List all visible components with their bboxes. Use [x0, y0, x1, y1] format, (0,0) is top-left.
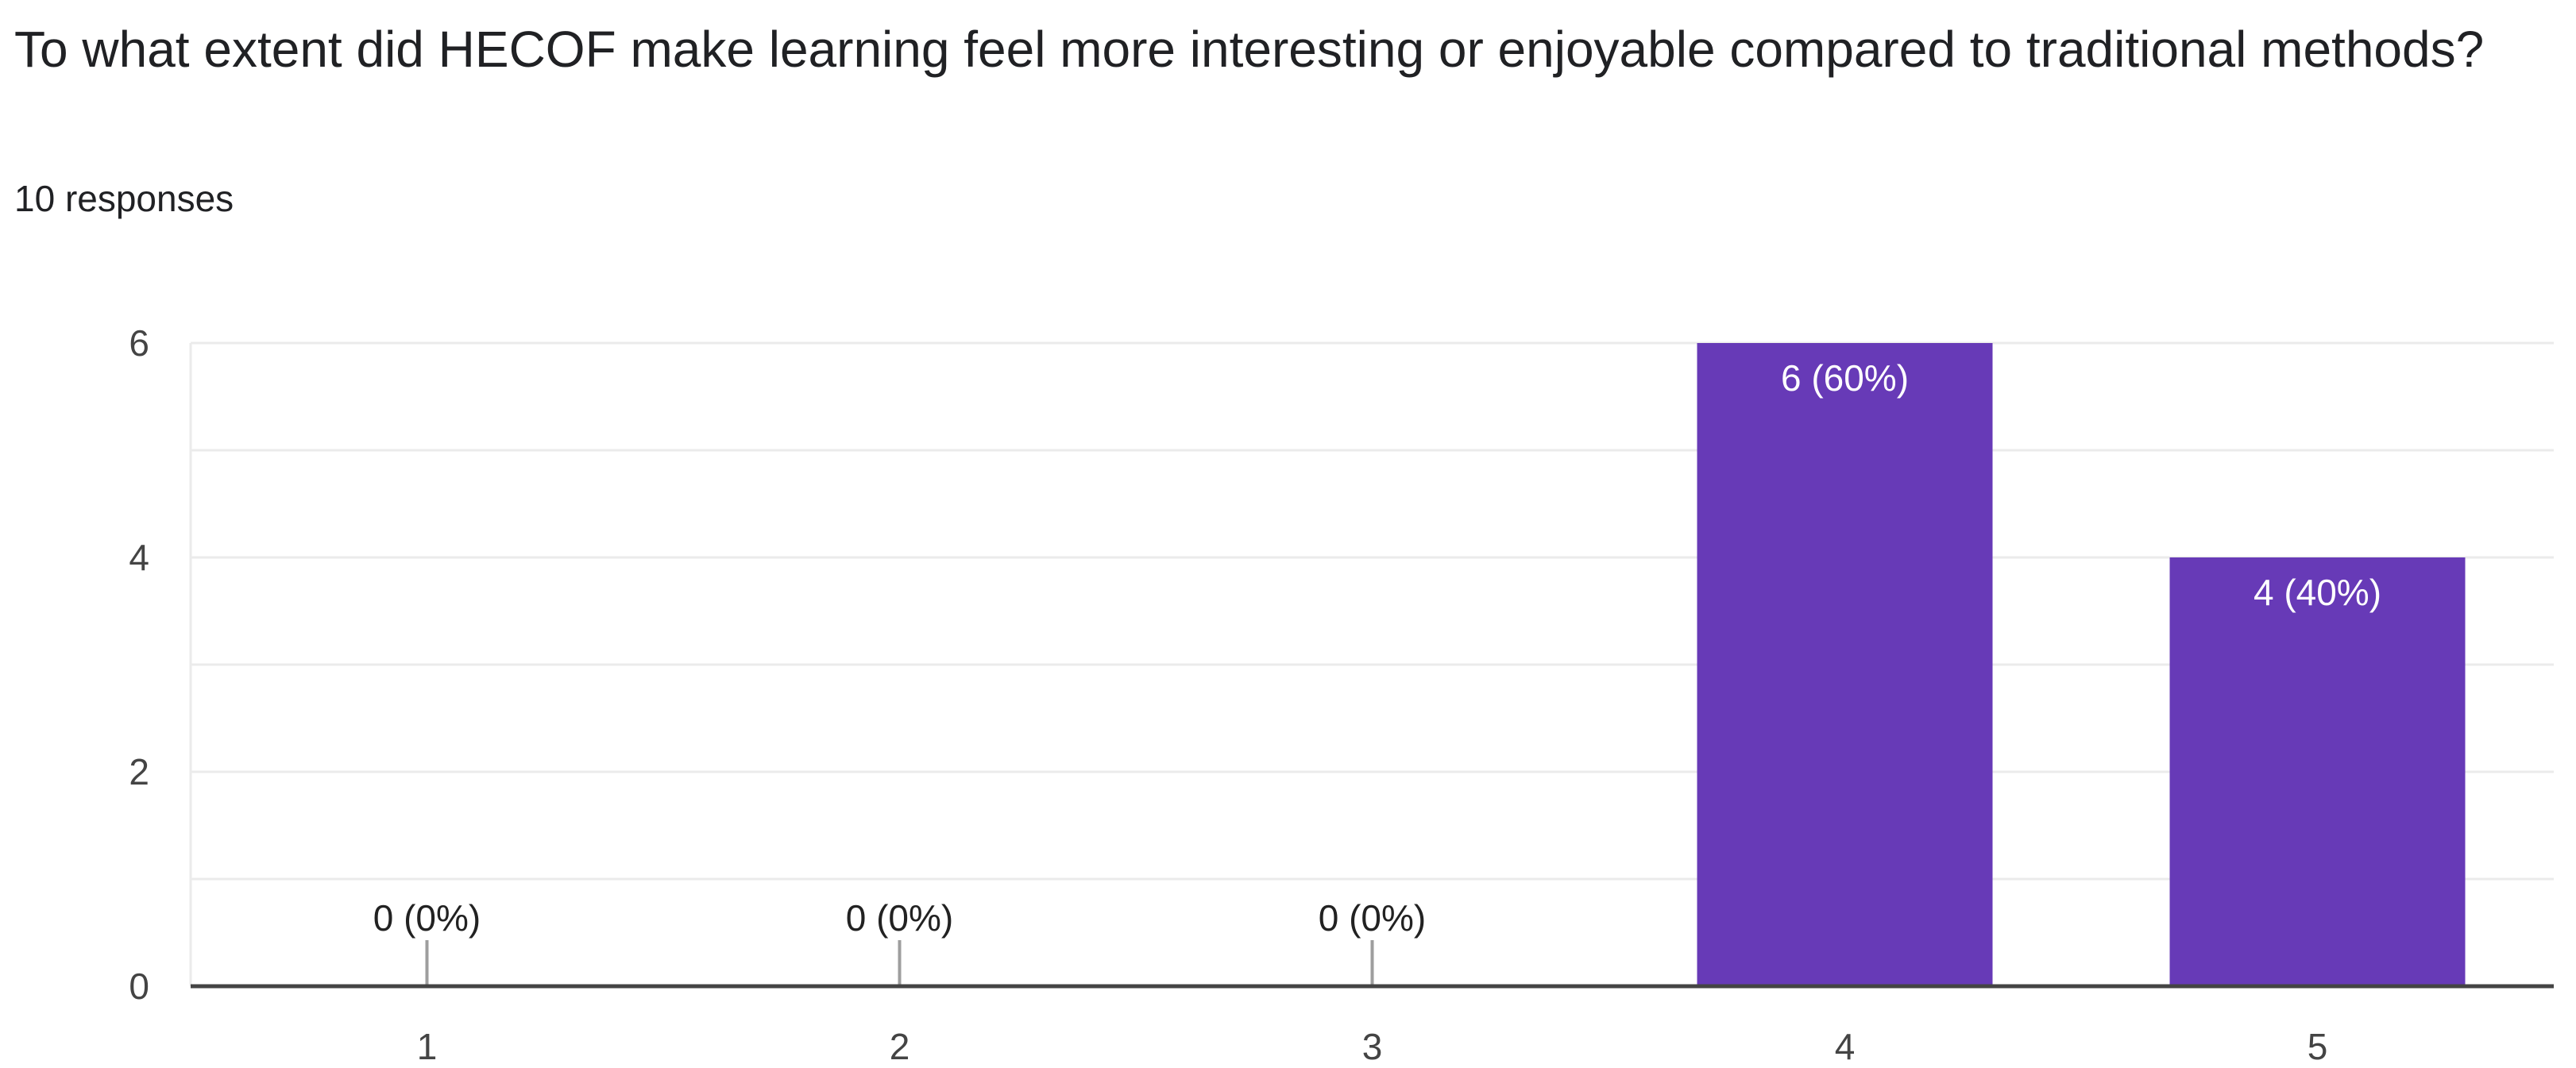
x-tick-label: 2 — [890, 1026, 910, 1067]
y-tick-label: 4 — [129, 537, 149, 578]
y-tick-label: 6 — [129, 322, 149, 364]
data-label: 0 (0%) — [373, 897, 481, 939]
response-count: 10 responses — [14, 178, 234, 219]
gridlines — [189, 341, 2554, 986]
x-tick-label: 5 — [2308, 1026, 2328, 1067]
data-label: 6 (60%) — [1781, 357, 1909, 399]
x-tick-label: 1 — [417, 1026, 438, 1067]
y-tick-label: 0 — [129, 966, 149, 1007]
x-tick-label: 3 — [1362, 1026, 1383, 1067]
data-label: 4 (40%) — [2254, 572, 2381, 613]
question-title: To what extent did HECOF make learning f… — [14, 21, 2485, 78]
bar — [1697, 343, 1993, 986]
data-label: 0 (0%) — [1319, 897, 1426, 939]
labels: 0 2 4 6 0 (0%) 1 0 (0%) 2 0 (0%) 3 6 (60%) 4 4 (40%)… — [129, 322, 2381, 1067]
bars — [425, 343, 2466, 986]
y-tick-label: 2 — [129, 751, 149, 792]
data-label: 0 (0%) — [846, 897, 953, 939]
bar — [2169, 557, 2466, 986]
x-tick-label: 4 — [1835, 1026, 1856, 1067]
